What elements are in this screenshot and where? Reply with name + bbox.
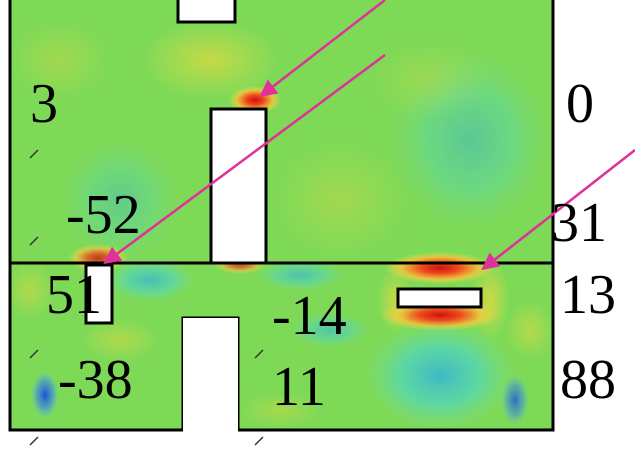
label-upper-left: 3 — [30, 73, 58, 135]
value-labels: 3 0 -52 31 51 -14 13 -38 11 88 — [30, 73, 616, 418]
label-right-lower: 13 — [560, 264, 616, 326]
label-right-top: 0 — [566, 73, 594, 135]
arrow-small-slot — [103, 53, 386, 265]
pointer-arrows — [103, 0, 635, 271]
label-lower-center: -14 — [272, 285, 347, 347]
small-slot-cutout — [84, 263, 114, 325]
label-right-bottom: 88 — [560, 349, 616, 411]
label-right-mid: 31 — [551, 192, 607, 254]
arrow-horizontal-slot — [481, 149, 635, 271]
upper-slot-cutout — [209, 107, 268, 265]
label-lower-left-top: 51 — [46, 264, 102, 326]
label-mid-left: -52 — [66, 184, 141, 246]
mesh-tick-marks — [29, 149, 264, 446]
label-lower-left-bottom: -38 — [58, 349, 133, 411]
arrow-upper-slot — [259, 0, 386, 98]
label-lower-center-bottom: 11 — [272, 356, 326, 418]
horizontal-slot-cutout — [396, 287, 483, 309]
lower-notch-cutout — [183, 318, 238, 459]
